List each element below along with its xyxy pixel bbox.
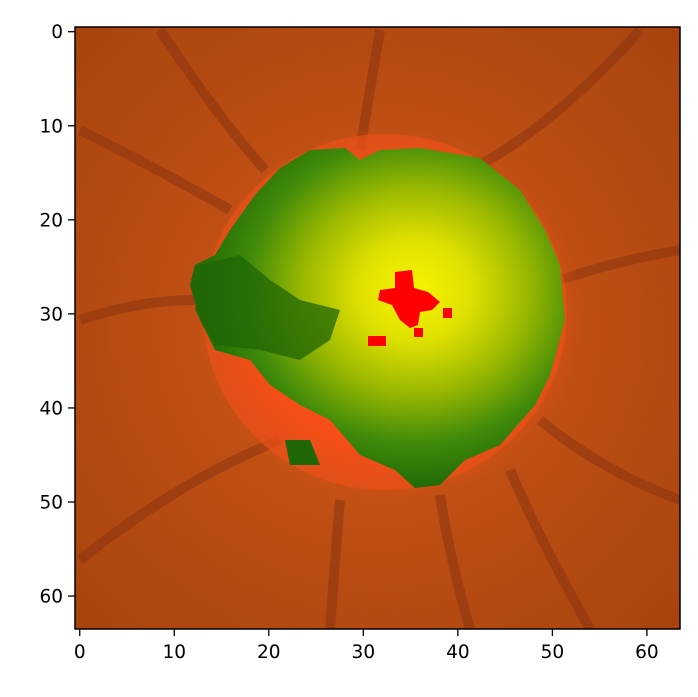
fundus-image bbox=[75, 27, 680, 629]
red-cup bbox=[368, 270, 452, 346]
y-tick-label: 10 bbox=[39, 116, 63, 137]
x-tick-label: 40 bbox=[446, 642, 470, 663]
y-tick-label: 60 bbox=[39, 587, 63, 608]
x-axis: 0 10 20 30 40 50 60 bbox=[74, 629, 659, 663]
y-tick-label: 50 bbox=[39, 493, 63, 514]
y-tick-label: 0 bbox=[51, 22, 63, 43]
x-tick-label: 10 bbox=[162, 642, 186, 663]
x-tick-label: 0 bbox=[74, 642, 86, 663]
y-tick-label: 30 bbox=[39, 304, 63, 325]
x-tick-label: 50 bbox=[541, 642, 565, 663]
y-tick-label: 20 bbox=[39, 210, 63, 231]
y-axis: 0 10 20 30 40 50 60 bbox=[39, 22, 75, 608]
plot-frame bbox=[74, 26, 681, 630]
y-tick-label: 40 bbox=[39, 398, 63, 419]
optic-disc bbox=[190, 148, 565, 488]
x-tick-label: 20 bbox=[257, 642, 281, 663]
vessel-lines bbox=[76, 27, 680, 629]
x-tick-label: 60 bbox=[635, 642, 659, 663]
x-tick-label: 30 bbox=[352, 642, 376, 663]
